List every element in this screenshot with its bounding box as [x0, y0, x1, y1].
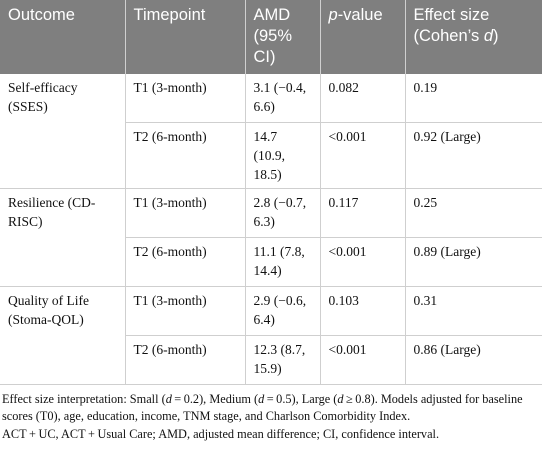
header-cell: Outcome — [0, 0, 125, 74]
text: Effect size interpretation: Small ( — [2, 392, 166, 406]
text: = 0.2), Medium ( — [171, 392, 259, 406]
table-body: Self-efficacy (SSES) T1 (3-month) 3.1 (−0.… — [0, 74, 542, 385]
cell: 0.31 — [404, 286, 542, 336]
cell: T1 (3-month) — [124, 188, 245, 238]
cell: 0.25 — [404, 188, 542, 238]
table-row: Resilience (CD-RISC) T1 (3-month) 2.8 (−0.… — [0, 188, 542, 287]
header-cell: p-value — [319, 0, 405, 74]
cell: T2 (6-month) — [124, 237, 245, 287]
text: ) — [493, 27, 499, 45]
footnotes: Effect size interpretation: Small (d = 0… — [0, 385, 542, 443]
footnote: ACT + UC, ACT + Usual Care; AMD, adjuste… — [2, 427, 440, 441]
italic-text: d — [337, 392, 344, 406]
cell: 0.86 (Large) — [404, 335, 542, 385]
table-row: Self-efficacy (SSES) T1 (3-month) 3.1 (−0.… — [0, 74, 542, 189]
cell: <0.001 — [319, 122, 405, 189]
cell: T2 (6-month) — [124, 335, 245, 385]
cell: 0.92 (Large) — [404, 122, 542, 189]
italic-text: d — [258, 392, 265, 406]
cell: 0.89 (Large) — [404, 237, 542, 287]
header-cell: Timepoint — [124, 0, 245, 74]
outcome-cell: Resilience (CD-RISC) — [0, 188, 125, 287]
cell: T1 (3-month) — [124, 74, 245, 123]
table-row: T2 (6-month) 11.1 (7.8, 14.4) <0.001 0.89 (… — [0, 237, 542, 287]
cell: 14.7 (10.9, 18.5) — [244, 122, 320, 189]
header-row: Outcome Timepoint AMD (95% CI) p-value Effec… — [0, 0, 542, 74]
cell: 2.8 (−0.7, 6.3) — [244, 188, 320, 238]
cell: 12.3 (8.7, 15.9) — [244, 335, 320, 385]
text: = 0.5), Large ( — [264, 392, 338, 406]
cell: 0.103 — [319, 286, 405, 336]
cell: T2 (6-month) — [124, 122, 245, 189]
footnote: Effect size interpretation: Small (d = 0… — [2, 391, 540, 425]
cell: 2.9 (−0.6, 6.4) — [244, 286, 320, 336]
cell: 0.117 — [319, 188, 405, 238]
cell: 3.1 (−0.4, 6.6) — [244, 74, 320, 123]
italic-text: p — [328, 6, 338, 24]
cell: 11.1 (7.8, 14.4) — [244, 237, 320, 287]
outcome-cell: Self-efficacy (SSES) — [0, 74, 125, 189]
text: Effect size (Cohen’s — [413, 6, 490, 45]
table-row: T2 (6-month) 12.3 (8.7, 15.9) <0.001 0.86 (… — [0, 335, 542, 385]
table-row: T2 (6-month) 14.7 (10.9, 18.5) <0.001 0.92 … — [0, 122, 542, 189]
table-row: Quality of Life (Stoma-QOL) T1 (3-month) 2… — [0, 286, 542, 385]
cell: <0.001 — [319, 237, 405, 287]
text: ≥ 0.8). Models adjusted for baseline sco… — [2, 392, 523, 423]
text: -value — [337, 6, 383, 24]
cell: 0.082 — [319, 74, 405, 123]
cell: 0.19 — [404, 74, 542, 123]
italic-text: d — [165, 392, 172, 406]
header-cell: AMD (95% CI) — [244, 0, 320, 74]
cell: <0.001 — [319, 335, 405, 385]
italic-text: d — [483, 27, 494, 45]
outcome-cell: Quality of Life (Stoma-QOL) — [0, 286, 125, 385]
header-cell: Effect size (Cohen’s d) — [404, 0, 542, 74]
data-table: Outcome Timepoint AMD (95% CI) p-value Effec… — [0, 0, 542, 385]
cell: T1 (3-month) — [124, 286, 245, 336]
